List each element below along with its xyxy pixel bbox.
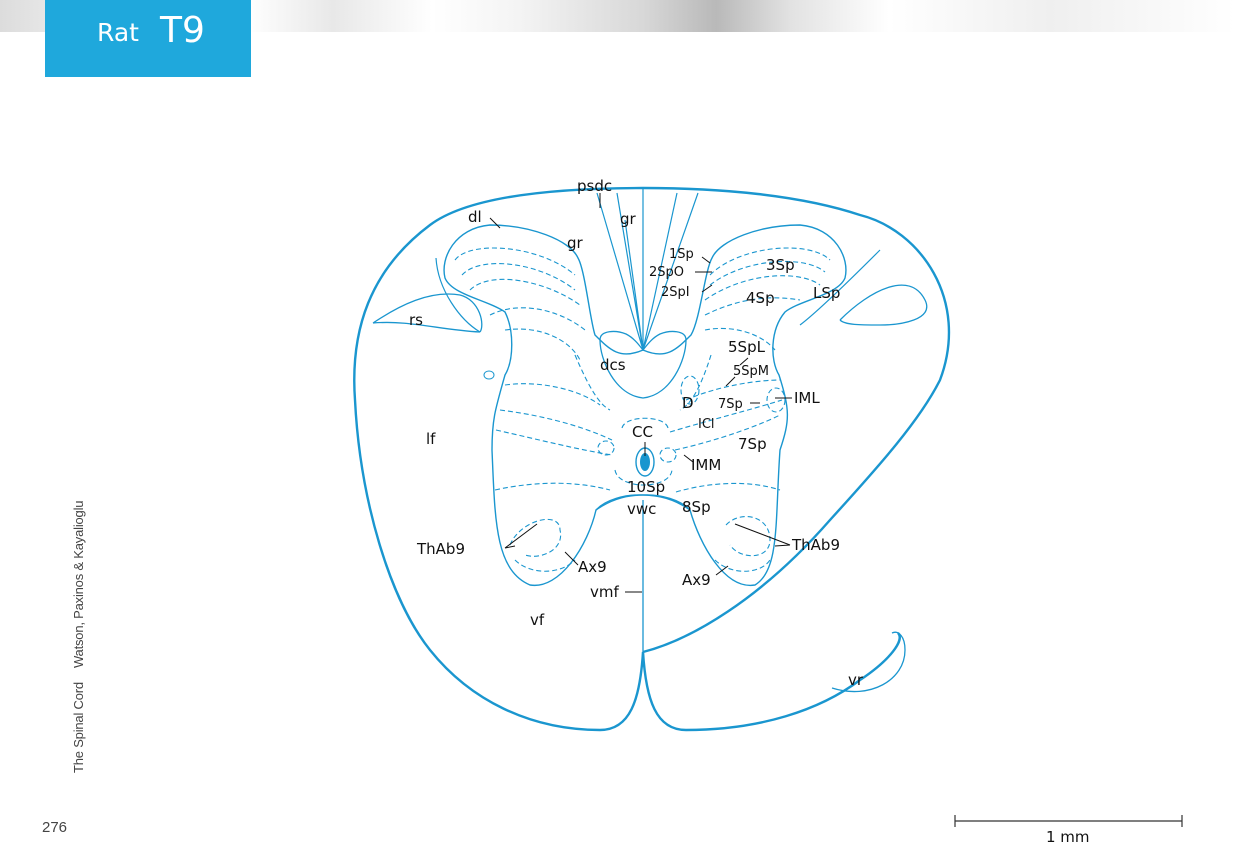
label-cc: CC (632, 423, 653, 441)
left-lateral-edge (435, 257, 481, 333)
ventral-root-outline (831, 631, 906, 693)
dorsal-column-space (599, 330, 687, 399)
label-2spo: 2SpO (649, 265, 684, 280)
lamina-boundary-1 (454, 247, 831, 276)
d-nucleus (680, 375, 700, 405)
lamina-boundary-2 (461, 260, 826, 291)
lamina-boundary-7 (499, 399, 783, 441)
leader-ax9-left (564, 551, 579, 566)
lamina-boundary-6 (504, 379, 781, 406)
label-thab9-left: ThAb9 (416, 540, 465, 558)
label-lsp: LSp (813, 284, 840, 302)
label-gr-right: gr (620, 210, 637, 228)
leader-1sp (701, 256, 711, 264)
label-5spm: 5SpM (733, 364, 769, 379)
dorsal-median-lines (596, 188, 699, 351)
label-rs: rs (409, 311, 423, 329)
cc-region (614, 417, 673, 486)
label-vr: vr (848, 671, 864, 689)
leader-5spl (739, 357, 749, 366)
lamina-boundary-9 (494, 482, 781, 493)
leader-thab9-right (734, 523, 791, 547)
lamina-boundary-3 (469, 275, 821, 306)
label-lf: lf (426, 430, 436, 448)
label-10sp: 10Sp (627, 478, 665, 496)
label-dcs: dcs (600, 356, 626, 374)
label-icl: ICl (698, 417, 715, 432)
label-dl: dl (468, 208, 482, 226)
label-7sp-upper: 7Sp (718, 397, 743, 412)
imm-nucleus-left (597, 440, 615, 456)
label-5spl: 5SpL (728, 338, 766, 356)
rs-boundary (372, 293, 483, 333)
species-label: Rat (97, 18, 139, 47)
label-d: D (682, 394, 694, 412)
ventral-horn-lower (514, 559, 771, 572)
leader-ax9-right (715, 565, 729, 576)
label-vmf: vmf (590, 583, 619, 601)
imm-nucleus (659, 447, 677, 463)
ventral-white-commissure (595, 494, 691, 511)
page-number: 276 (42, 819, 68, 836)
leader-5spm (725, 376, 736, 387)
label-imm: IMM (691, 456, 721, 474)
ventral-horn-inner (509, 516, 771, 557)
label-ax9-left: Ax9 (578, 558, 607, 576)
label-gr-left: gr (567, 234, 584, 252)
iml-nucleus (766, 387, 786, 413)
label-7sp-lower: 7Sp (738, 435, 767, 453)
scale-bar-label: 1 mm (1046, 828, 1090, 846)
label-3sp: 3Sp (766, 256, 795, 274)
leader-imm (683, 454, 694, 463)
leader-dl (489, 217, 501, 229)
label-vf: vf (530, 611, 545, 629)
label-2spi: 2SpI (661, 285, 690, 300)
cord-outline (353, 186, 951, 732)
leader-2spi (701, 284, 713, 293)
lsp-boundary (839, 284, 928, 326)
label-vwc: vwc (627, 500, 656, 518)
lateral-funiculus-edge (799, 249, 881, 326)
label-1sp: 1Sp (669, 247, 694, 262)
small-circle (483, 370, 495, 380)
leader-thab9-left (504, 523, 538, 549)
label-psdc: psdc (577, 177, 612, 195)
lamina-boundary-4 (489, 297, 801, 331)
label-thab9-right: ThAb9 (791, 536, 840, 554)
lamina-boundary-5 (504, 327, 776, 361)
scale-bar: 1 mm (954, 815, 1183, 846)
dcs-lower (574, 354, 712, 411)
label-8sp: 8Sp (682, 498, 711, 516)
grey-matter-outline (443, 224, 847, 586)
label-iml: IML (794, 389, 820, 407)
label-4sp: 4Sp (746, 289, 775, 307)
label-ax9-right: Ax9 (682, 571, 711, 589)
section-title-box: Rat T9 (45, 0, 251, 77)
level-label: T9 (160, 10, 205, 51)
central-canal-lumen (640, 453, 650, 471)
scale-bar-line (954, 815, 1183, 827)
